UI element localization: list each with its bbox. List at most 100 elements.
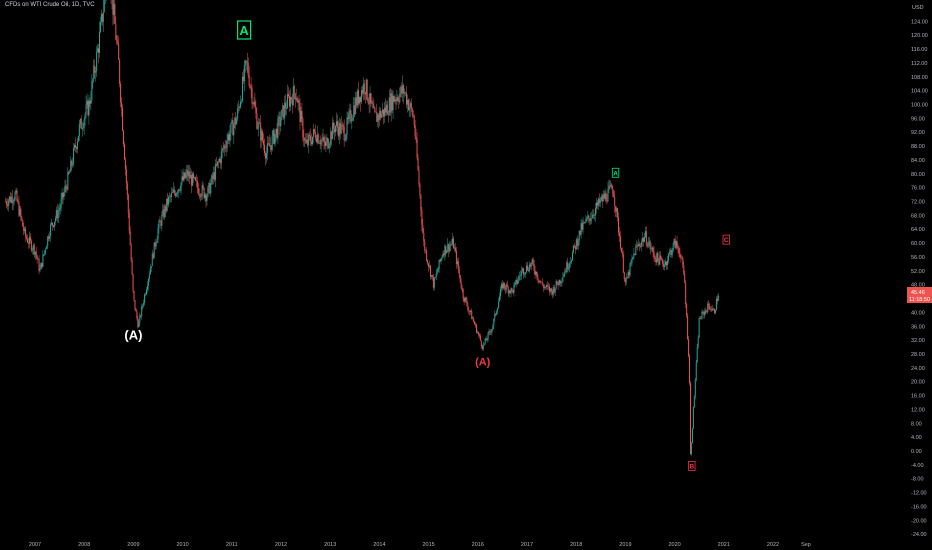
candle xyxy=(511,287,513,293)
candle xyxy=(596,200,598,210)
candle xyxy=(526,261,528,272)
candle xyxy=(717,293,719,302)
candle xyxy=(656,252,658,266)
candle xyxy=(284,95,286,125)
candle xyxy=(571,259,573,265)
candle xyxy=(608,179,610,193)
candle xyxy=(41,262,43,270)
candle xyxy=(399,87,401,105)
candle xyxy=(63,187,65,201)
candle xyxy=(544,284,546,291)
candle xyxy=(450,241,452,252)
time-tick-label: 2011 xyxy=(226,542,238,548)
candle xyxy=(258,117,260,137)
price-axis[interactable]: USD 124.00 120.00 116.00 112.00 108.00 104.00… xyxy=(911,5,928,538)
candle xyxy=(23,222,25,236)
candle xyxy=(195,174,197,188)
candle xyxy=(236,116,238,125)
candle xyxy=(105,0,106,5)
wave-label: A xyxy=(611,167,620,178)
candle xyxy=(56,204,58,223)
candle xyxy=(512,289,514,295)
candle xyxy=(464,297,466,303)
candle xyxy=(582,217,584,235)
candle xyxy=(576,235,578,250)
candle xyxy=(36,254,38,264)
candle xyxy=(248,66,250,89)
candle xyxy=(45,247,47,255)
candle xyxy=(382,102,384,118)
candle xyxy=(239,104,241,112)
price-tick-label: 64.00 xyxy=(911,227,925,233)
candle xyxy=(541,282,543,284)
candle xyxy=(422,218,424,234)
candle xyxy=(586,216,588,222)
candle xyxy=(205,192,207,208)
candle xyxy=(557,281,559,290)
candle xyxy=(578,230,580,246)
candle xyxy=(472,316,474,320)
candle xyxy=(226,133,228,152)
candle xyxy=(678,245,680,257)
candle xyxy=(33,242,35,258)
candle xyxy=(643,233,645,243)
candle xyxy=(691,428,693,444)
candle xyxy=(186,164,188,181)
candle xyxy=(531,257,533,266)
candle xyxy=(85,95,87,119)
candle xyxy=(673,238,675,246)
candle xyxy=(301,102,303,126)
candle xyxy=(502,281,504,290)
candle xyxy=(618,226,620,243)
time-tick-label: 2007 xyxy=(29,542,41,548)
price-tick-label: 124.00 xyxy=(911,19,928,25)
candle xyxy=(334,122,336,141)
time-axis[interactable]: 2007 2008 2009 2010 2011 2012 2013 2014 2015 2016… xyxy=(29,542,811,548)
candle xyxy=(335,124,337,137)
candle xyxy=(493,318,495,330)
candle xyxy=(35,246,37,259)
price-tick-label: 84.00 xyxy=(911,158,925,164)
candle xyxy=(562,272,564,283)
candle xyxy=(51,218,53,227)
time-tick-label: 2016 xyxy=(472,542,484,548)
candle xyxy=(411,107,413,119)
candle xyxy=(378,112,380,129)
candle xyxy=(131,257,133,276)
candle xyxy=(42,250,44,268)
candle xyxy=(517,277,519,285)
candle xyxy=(15,187,17,194)
price-tick-label: -16.00 xyxy=(911,504,927,510)
candle xyxy=(598,193,600,207)
candle xyxy=(489,329,491,336)
candle xyxy=(103,0,105,13)
candle xyxy=(170,186,172,203)
candle xyxy=(555,279,557,290)
candle xyxy=(490,329,492,336)
candle xyxy=(642,232,644,247)
candle xyxy=(95,66,97,82)
candle xyxy=(253,96,255,106)
candle xyxy=(163,204,165,220)
candle xyxy=(563,272,565,277)
candle xyxy=(367,97,369,105)
candle xyxy=(658,257,660,267)
candle xyxy=(575,237,577,251)
candle xyxy=(697,335,699,349)
candle xyxy=(351,113,353,130)
candle xyxy=(246,52,248,73)
candle xyxy=(58,203,60,218)
candle xyxy=(425,249,427,254)
candle xyxy=(121,97,123,117)
candle xyxy=(444,243,446,261)
candle xyxy=(329,141,331,154)
candle xyxy=(240,95,242,109)
candle xyxy=(591,211,593,225)
candle xyxy=(602,190,604,203)
candle xyxy=(16,188,18,203)
candle xyxy=(80,115,82,130)
candle xyxy=(172,182,174,194)
candle xyxy=(218,156,220,163)
candle xyxy=(331,130,333,147)
